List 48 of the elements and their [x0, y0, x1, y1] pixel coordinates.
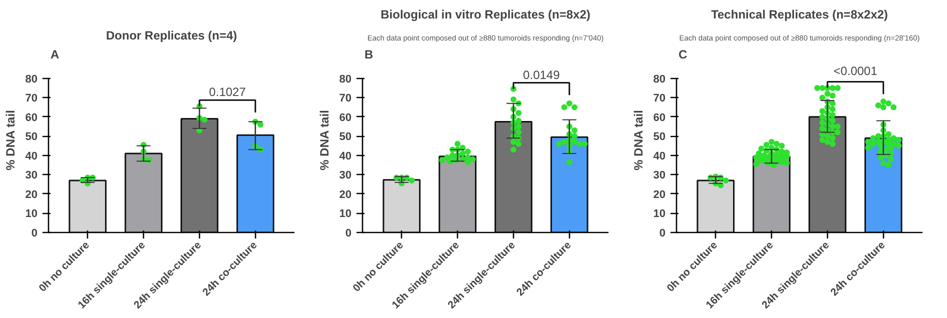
y-tick-label: 80 [25, 73, 38, 86]
bar [696, 180, 735, 232]
chart-title: Donor Replicates (n=4) [106, 28, 238, 42]
bar [382, 179, 421, 232]
y-tick-label: 70 [339, 92, 352, 105]
bar [494, 120, 532, 232]
y-tick-label: 30 [25, 170, 38, 182]
bar [68, 180, 107, 232]
y-tick-label: 80 [653, 73, 666, 86]
y-tick-label: 20 [339, 188, 352, 201]
y-tick-label: 60 [339, 112, 352, 124]
y-tick-label: 40 [25, 150, 38, 162]
text: C [678, 48, 688, 62]
y-axis-title: % DNA tail [3, 110, 18, 170]
y-tick-label: 50 [653, 131, 666, 144]
y-tick-label: 70 [25, 92, 38, 105]
y-tick-label: 30 [653, 170, 666, 182]
bar [550, 136, 588, 232]
y-tick-label: 60 [25, 112, 38, 124]
annotation: 0.1027 [209, 85, 246, 100]
chart-title: Biological in vitro Replicates (n=8x2) [380, 8, 590, 22]
chart-title: Technical Replicates (n=8x2x2) [711, 8, 888, 22]
y-tick-label: 60 [653, 112, 666, 124]
y-tick-label: 70 [653, 92, 666, 105]
y-tick-label: 0 [345, 228, 352, 240]
bar [124, 152, 162, 232]
y-tick-label: 30 [339, 170, 352, 182]
y-axis-title: % DNA tail [317, 110, 332, 170]
y-tick-label: 50 [25, 131, 38, 144]
bar [438, 156, 476, 232]
y-tick-label: 10 [25, 208, 38, 220]
y-tick-label: 0 [659, 228, 666, 240]
y-tick-label: 10 [653, 208, 666, 220]
y-axis-title: % DNA tail [631, 110, 646, 170]
y-tick-label: 40 [339, 150, 352, 162]
y-tick-label: 50 [339, 131, 352, 144]
bar [236, 134, 274, 232]
y-tick-label: 20 [653, 188, 666, 201]
text: B [364, 48, 374, 62]
y-tick-label: 40 [653, 150, 666, 162]
y-tick-label: 0 [31, 228, 38, 240]
annotation: 0.0149 [523, 68, 560, 82]
text: <0.0001 [834, 64, 878, 78]
bar [180, 118, 218, 232]
y-tick-label: 80 [339, 73, 352, 86]
y-tick-label: 10 [339, 208, 352, 220]
y-tick-label: 20 [25, 188, 38, 201]
text: A [50, 48, 60, 62]
